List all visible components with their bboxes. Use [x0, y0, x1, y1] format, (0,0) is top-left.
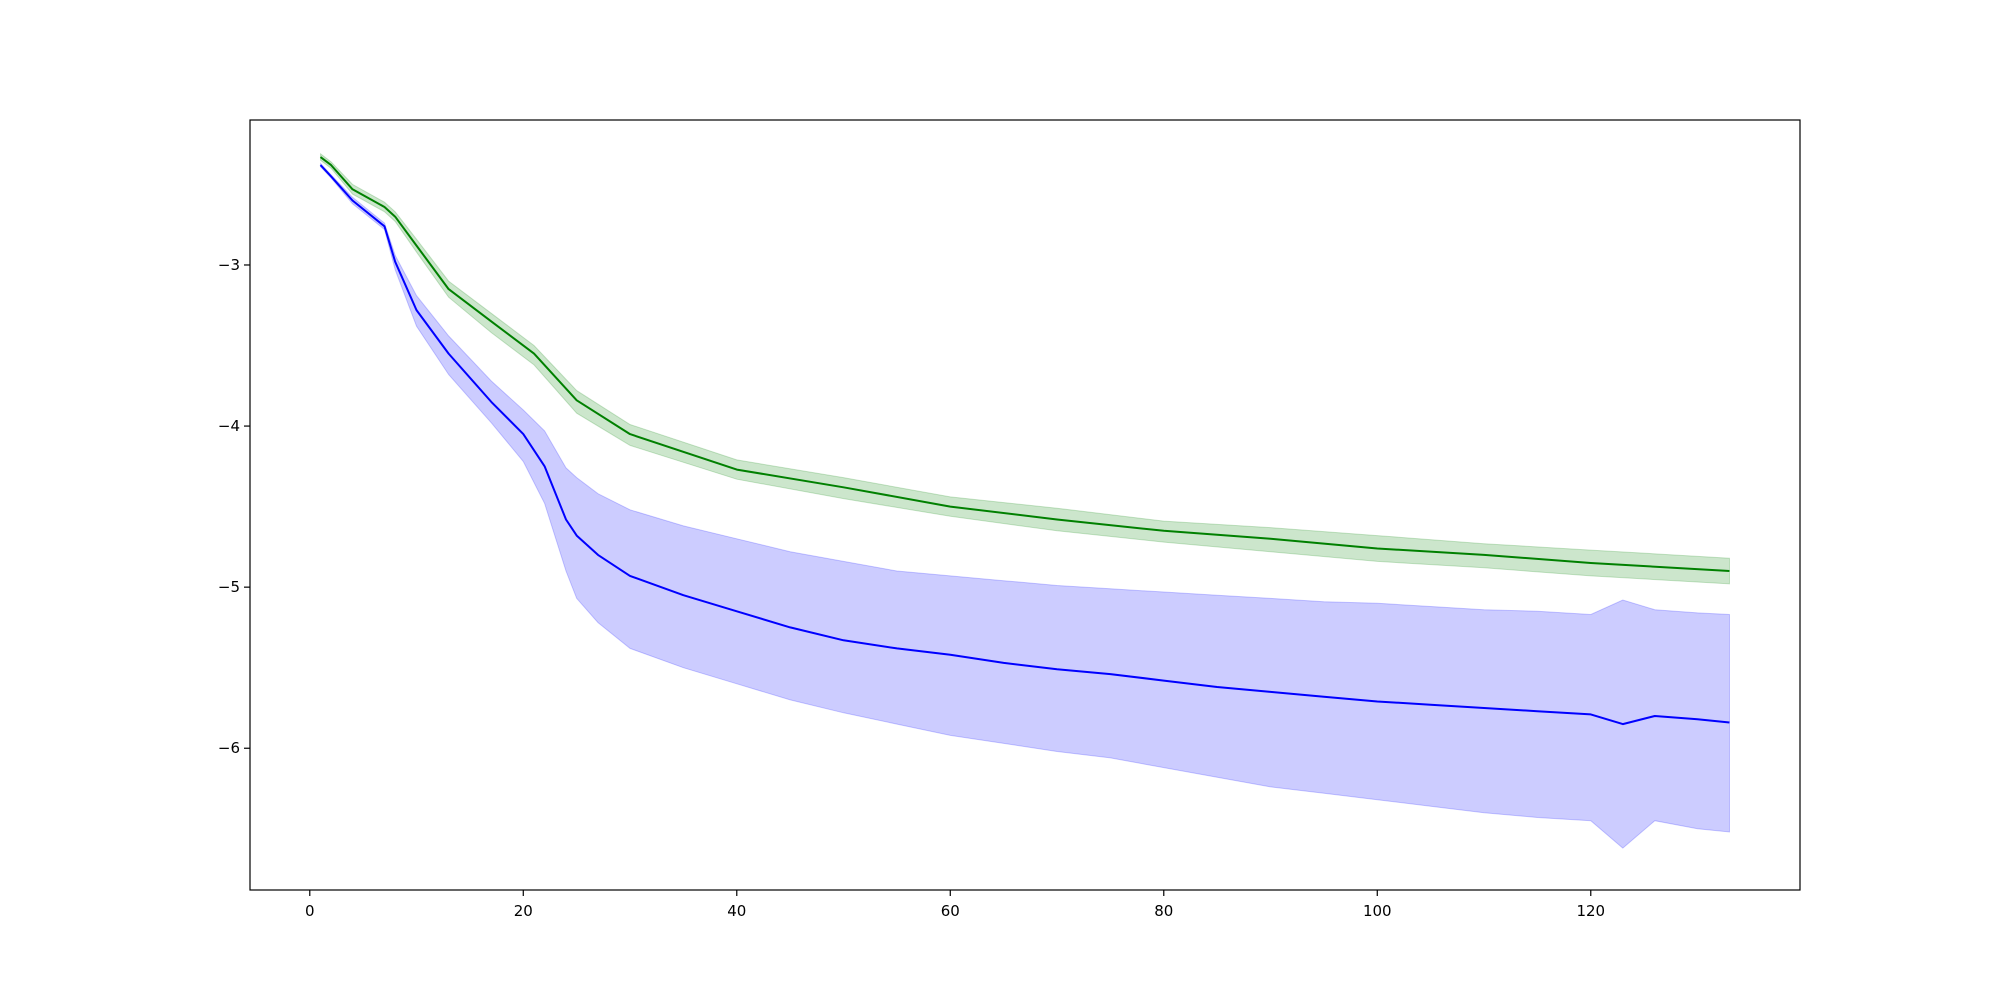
y-tick-label: −4	[218, 417, 240, 435]
series-2-band	[320, 162, 1730, 849]
y-tick-label: −6	[218, 739, 240, 757]
x-tick-label: 80	[1154, 902, 1173, 920]
x-tick-label: 20	[514, 902, 533, 920]
y-tick-label: −5	[218, 578, 240, 596]
x-tick-label: 0	[305, 902, 315, 920]
x-tick-label: 120	[1576, 902, 1605, 920]
confidence-bands	[320, 152, 1730, 849]
series-lines	[319, 156, 1730, 726]
series-2-line	[319, 164, 1730, 726]
x-axis: 0 20 40 60 80 100 120	[305, 890, 1605, 920]
x-tick-label: 60	[941, 902, 960, 920]
x-tick-label: 100	[1363, 902, 1392, 920]
x-tick-label: 40	[727, 902, 746, 920]
series-1-line	[319, 156, 1730, 572]
y-axis: −3 −4 −5 −6	[218, 256, 250, 757]
y-tick-label: −3	[218, 256, 240, 274]
series-1-band	[320, 152, 1730, 585]
plot-area-frame	[249, 119, 1801, 891]
